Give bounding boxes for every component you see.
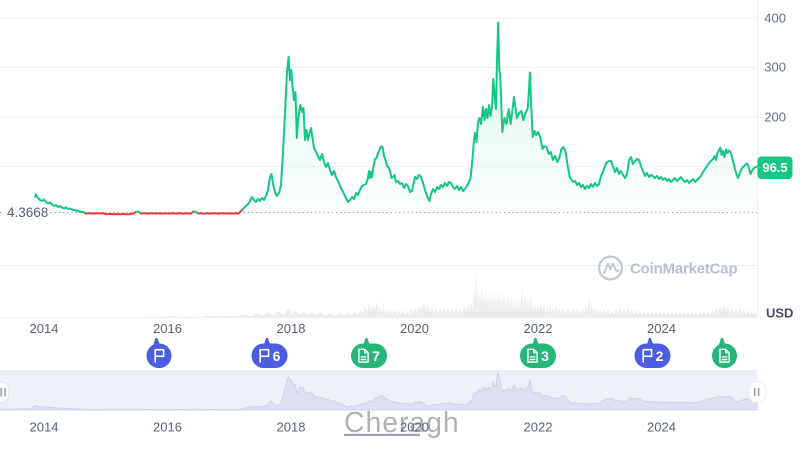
svg-text:2014: 2014 (30, 321, 59, 336)
svg-text:2020: 2020 (400, 420, 429, 435)
svg-text:2024: 2024 (647, 321, 676, 336)
svg-text:3: 3 (541, 348, 549, 364)
svg-text:96.5: 96.5 (762, 160, 787, 175)
svg-text:2020: 2020 (400, 321, 429, 336)
svg-text:2016: 2016 (153, 420, 182, 435)
svg-text:200: 200 (764, 110, 786, 125)
svg-text:2018: 2018 (277, 420, 306, 435)
svg-text:2022: 2022 (524, 420, 553, 435)
svg-text:USD: USD (766, 306, 793, 321)
svg-text:4.3668: 4.3668 (7, 205, 48, 220)
svg-text:2016: 2016 (153, 321, 182, 336)
svg-text:7: 7 (372, 348, 380, 364)
svg-text:2022: 2022 (524, 321, 553, 336)
svg-text:2: 2 (656, 348, 664, 364)
svg-text:400: 400 (764, 11, 786, 26)
svg-text:Cheragh: Cheragh (344, 407, 460, 439)
svg-text:2018: 2018 (277, 321, 306, 336)
svg-text:2024: 2024 (647, 420, 676, 435)
svg-text:300: 300 (764, 60, 786, 75)
svg-text:6: 6 (273, 348, 281, 364)
svg-text:CoinMarketCap: CoinMarketCap (630, 261, 737, 278)
svg-text:2014: 2014 (30, 420, 59, 435)
